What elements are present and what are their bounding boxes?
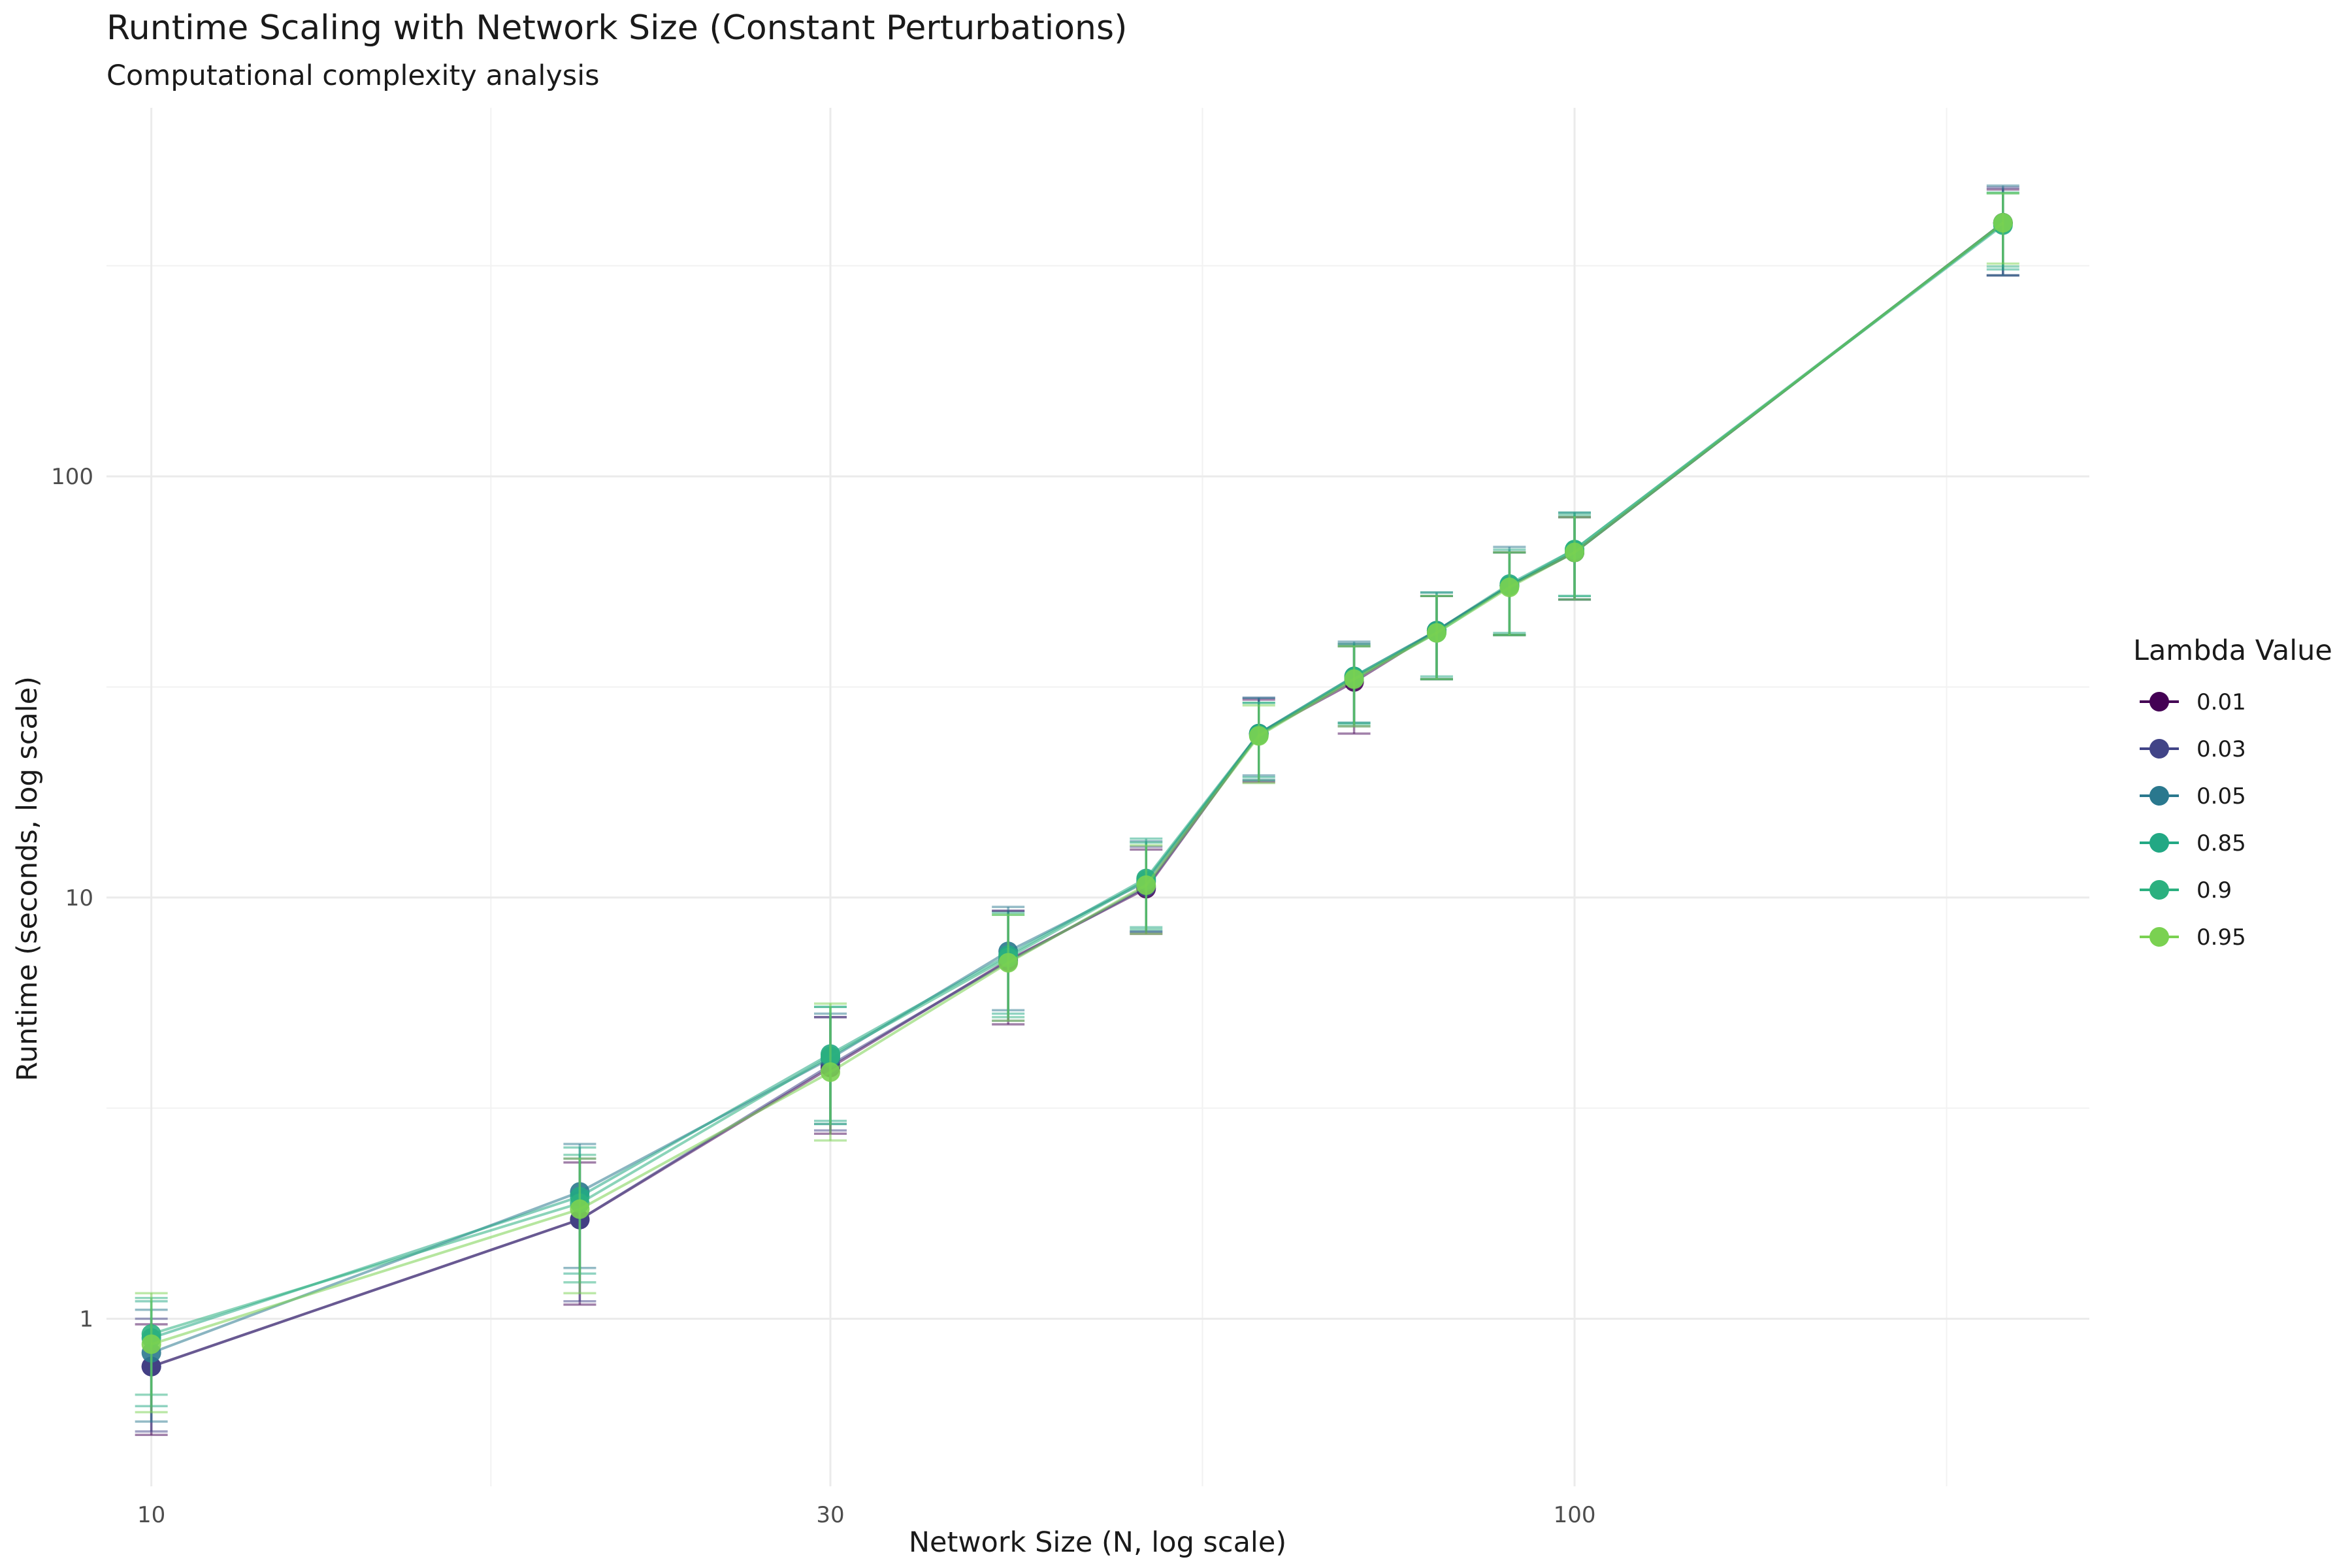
legend-swatch [2149,927,2169,947]
legend-swatch [2149,786,2169,806]
y-tick-label: 100 [51,464,93,490]
y-tick-label: 1 [79,1306,93,1332]
series-0.85 [135,192,2019,1408]
legend-label: 0.9 [2197,877,2232,904]
series-0.05 [135,184,2019,1423]
plot-marks [135,184,2019,1436]
series-0.95 [135,192,2019,1414]
legend-title: Lambda Value [2133,634,2332,667]
series-line [151,221,2004,1346]
legend-swatch [2149,739,2169,759]
legend-swatch [2149,833,2169,853]
series-line [151,222,2004,1335]
data-point [1344,669,1364,689]
x-tick-label: 30 [816,1502,844,1528]
data-point [570,1199,590,1219]
chart-subtitle: Computational complexity analysis [106,59,600,92]
legend-swatch [2149,880,2169,900]
legend-item-0.03: 0.03 [2140,736,2246,762]
data-point [1499,578,1520,598]
x-tick-label: 10 [137,1502,165,1528]
series-0.01 [135,188,2019,1436]
series-line [151,221,2004,1368]
series-line [151,221,2004,1368]
data-point [821,1062,841,1083]
series-line [151,223,2004,1339]
series-0.03 [135,186,2019,1433]
data-point [998,953,1019,973]
data-point [141,1334,161,1354]
legend-item-0.85: 0.85 [2140,830,2246,857]
legend-label: 0.03 [2197,736,2246,762]
grid-lines [106,108,2089,1486]
legend-item-0.9: 0.9 [2140,877,2232,904]
legend: Lambda Value 0.01 0.03 0.05 0.85 0.9 0.95 [2133,634,2332,951]
legend-label: 0.01 [2197,689,2246,715]
tick-labels: 10 30 100 1 10 100 [51,464,1595,1528]
y-tick-label: 10 [65,885,93,911]
legend-label: 0.95 [2197,924,2246,951]
data-point [1426,623,1446,643]
data-point [1249,726,1269,746]
legend-label: 0.05 [2197,783,2246,809]
x-axis-title: Network Size (N, log scale) [909,1526,1286,1559]
data-point [1136,875,1156,895]
legend-label: 0.85 [2197,830,2246,857]
chart-title: Runtime Scaling with Network Size (Const… [106,8,1127,48]
data-point [1565,542,1585,563]
y-axis-title: Runtime (seconds, log scale) [11,676,44,1081]
legend-item-0.95: 0.95 [2140,924,2246,951]
series-0.9 [135,191,2019,1396]
legend-item-0.05: 0.05 [2140,783,2246,809]
legend-item-0.01: 0.01 [2140,689,2246,715]
x-tick-label: 100 [1554,1502,1596,1528]
data-point [1993,212,2013,233]
legend-swatch [2149,692,2169,711]
series-line [150,221,2004,1354]
